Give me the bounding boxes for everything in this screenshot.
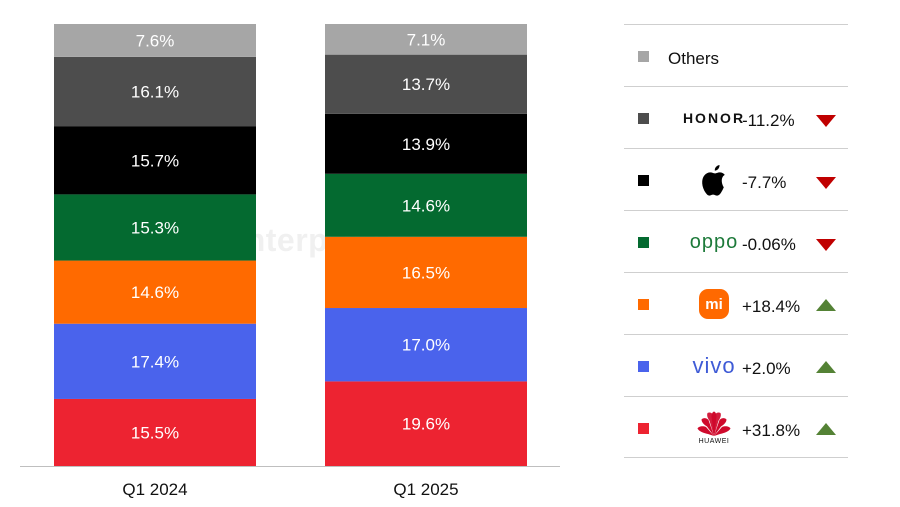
apple-change: -7.7% — [742, 173, 787, 192]
stacked-bar-chart: Counterpoint 15.5% 17.4% 14.6% 15.3% 15.7% 16… — [20, 24, 560, 499]
data-label-xiaomi-1: 16.5% — [402, 263, 450, 282]
huawei-swatch — [638, 423, 649, 434]
chart-svg: 15.5% 17.4% 14.6% 15.3% 15.7% 16.1% 7.6% Q1 202… — [20, 24, 560, 499]
apple-logo-icon — [664, 157, 764, 203]
xiaomi-change: +18.4% — [742, 297, 801, 316]
vivo-change: +2.0% — [742, 359, 791, 378]
data-label-oppo-1: 14.6% — [402, 196, 450, 215]
legend-item-honor: HONOR -11.2% — [624, 86, 848, 148]
bar-segment-apple-0 — [54, 126, 256, 195]
legend-item-huawei: HUAWEI +31.8% — [624, 396, 848, 458]
bar-segment-vivo-0 — [54, 323, 256, 399]
data-label-honor-0: 16.1% — [131, 83, 179, 102]
data-label-vivo-1: 17.0% — [402, 336, 450, 355]
data-label-vivo-0: 17.4% — [131, 352, 179, 371]
data-label-huawei-0: 15.5% — [131, 423, 179, 442]
data-label-honor-1: 13.7% — [402, 75, 450, 94]
bar-segment-others-0 — [54, 24, 256, 57]
up-arrow-icon — [816, 299, 836, 311]
vivo-logo-text: vivo — [692, 353, 736, 378]
data-label-others-0: 7.6% — [136, 31, 175, 50]
data-label-oppo-0: 15.3% — [131, 218, 179, 237]
bar-segment-xiaomi-1 — [325, 236, 527, 309]
x-tick-label-1: Q1 2025 — [393, 480, 458, 499]
vivo-logo-icon: vivo — [664, 343, 764, 389]
oppo-swatch — [638, 237, 649, 248]
others-label: Others — [668, 49, 720, 68]
bar-segment-oppo-0 — [54, 194, 256, 261]
honor-swatch — [638, 113, 649, 124]
bar-segment-huawei-1 — [325, 381, 527, 466]
legend-item-vivo: vivo +2.0% — [624, 334, 848, 396]
x-tick-label-0: Q1 2024 — [122, 480, 187, 499]
down-arrow-icon — [816, 177, 836, 189]
bar-segment-apple-1 — [325, 113, 527, 174]
legend-item-xiaomi: mi +18.4% — [624, 272, 848, 334]
bar-segment-xiaomi-0 — [54, 260, 256, 324]
honor-logo-icon: HONOR — [664, 95, 764, 141]
bar-segment-honor-1 — [325, 54, 527, 114]
legend: Others HONOR -11.2% -7.7% oppo -0.06% mi… — [624, 24, 848, 458]
huawei-logo-text: HUAWEI — [698, 438, 730, 445]
bar-segment-huawei-0 — [54, 398, 256, 466]
oppo-change: -0.06% — [742, 235, 796, 254]
legend-item-oppo: oppo -0.06% — [624, 210, 848, 272]
data-label-apple-0: 15.7% — [131, 151, 179, 170]
down-arrow-icon — [816, 115, 836, 127]
oppo-logo-text: oppo — [689, 230, 739, 253]
bar-segment-vivo-1 — [325, 308, 527, 382]
down-arrow-icon — [816, 239, 836, 251]
vivo-swatch — [638, 361, 649, 372]
up-arrow-icon — [816, 361, 836, 373]
bar-segment-oppo-1 — [325, 173, 527, 237]
bar-segment-others-1 — [325, 24, 527, 55]
data-label-apple-1: 13.9% — [402, 135, 450, 154]
apple-swatch — [638, 175, 649, 186]
honor-change: -11.2% — [742, 111, 795, 130]
others-swatch — [638, 51, 649, 62]
xiaomi-logo-icon: mi — [664, 281, 764, 327]
oppo-logo-icon: oppo — [664, 219, 764, 265]
huawei-logo-icon: HUAWEI — [664, 405, 764, 451]
data-label-others-1: 7.1% — [407, 30, 446, 49]
data-label-huawei-1: 19.6% — [402, 415, 450, 434]
xiaomi-swatch — [638, 299, 649, 310]
up-arrow-icon — [816, 423, 836, 435]
huawei-change: +31.8% — [742, 421, 801, 440]
bar-segment-honor-0 — [54, 56, 256, 127]
legend-item-others: Others — [624, 24, 848, 86]
legend-item-apple: -7.7% — [624, 148, 848, 210]
data-label-xiaomi-0: 14.6% — [131, 283, 179, 302]
xiaomi-logo-text: mi — [699, 289, 729, 319]
honor-logo-text: HONOR — [682, 110, 746, 126]
